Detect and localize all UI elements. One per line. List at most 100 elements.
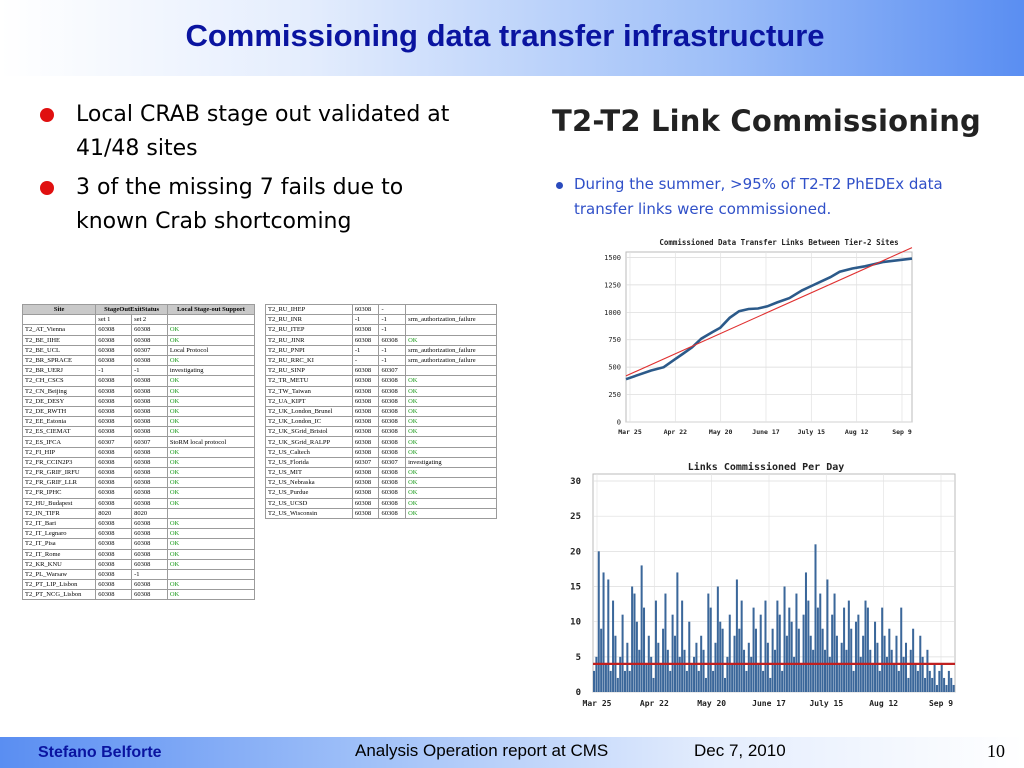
y-tick-label: 10	[570, 618, 581, 628]
table-cell: 60308	[95, 589, 133, 601]
y-tick-label: 1250	[604, 281, 621, 289]
table-row: T2_FR_GRIF_IRFU 60308 60308 OK	[21, 466, 256, 479]
daily-bar	[778, 614, 781, 692]
bullet-text: 3 of the missing 7 fails due to known Cr…	[76, 175, 404, 234]
x-tick-label: Apr 22	[640, 699, 669, 708]
daily-bar	[638, 649, 641, 692]
table-cell: OK	[405, 507, 497, 519]
table-cell: 60307	[378, 456, 407, 469]
table-cell: srm_authorization_failure	[405, 354, 497, 367]
daily-bar	[740, 600, 743, 692]
daily-bar	[790, 621, 793, 692]
table-cell: srm_authorization_failure	[405, 314, 497, 326]
y-tick-label: 15	[570, 583, 581, 593]
table-cell: 60308	[351, 303, 380, 316]
site-status-table-right: T2_RU_IHEP 60308- T2_RU_INR -1 -1 srm_authori…	[265, 303, 497, 519]
table-cell: 60308	[95, 334, 133, 346]
table-row: T2_UK_London_Brunel 60308 60308 OK	[265, 405, 497, 418]
daily-bar	[888, 628, 891, 692]
daily-bar	[645, 663, 648, 692]
table-cell: 60308	[131, 416, 168, 428]
daily-bar	[709, 607, 712, 692]
table-cell: OK	[166, 466, 256, 479]
table-row: T2_US_Nebraska 60308 60308 OK	[265, 477, 497, 489]
table-row: T2_US_Wisconsin 60308 60308 OK	[265, 507, 497, 519]
table-cell: 60308	[95, 466, 133, 479]
x-tick-label: Sep 9	[929, 699, 953, 708]
cumulative-links-line	[625, 257, 913, 381]
table-cell: 60308	[378, 466, 407, 479]
slide-header: Commissioning data transfer infrastructu…	[0, 0, 1024, 76]
table-cell: 60308	[378, 446, 407, 458]
table-cell	[405, 365, 497, 377]
table-row: T2_BE_IIHE 60308 60308 OK	[21, 334, 256, 346]
table-cell: -1	[131, 568, 168, 581]
table-cell: 60308	[95, 344, 133, 356]
table-cell: OK	[166, 456, 256, 469]
daily-bar	[616, 677, 619, 692]
daily-bar	[769, 677, 772, 692]
daily-bar	[771, 628, 774, 692]
table-cell: OK	[405, 395, 497, 407]
table-row: T2_RU_RRC_KI - -1 srm_authorization_failure	[265, 354, 497, 367]
table-cell: 60308	[131, 446, 168, 458]
table-cell: 60308	[378, 436, 407, 448]
table-cell: OK	[405, 375, 497, 387]
table-cell: T2_US_Purdue	[265, 487, 353, 499]
daily-bar	[907, 677, 910, 692]
daily-bar	[912, 628, 915, 692]
bullet-item: Local CRAB stage out validated at 41/48 …	[38, 98, 478, 166]
table-row: T2_FI_HIP 60308 60308 OK	[21, 446, 256, 458]
daily-bar	[788, 607, 791, 692]
table-cell: T2_DE_DESY	[21, 395, 97, 407]
table-row: T2_TR_METU 60308 60308 OK	[265, 375, 497, 387]
table-row: T2_US_Purdue 60308 60308 OK	[265, 487, 497, 499]
table-cell: T2_US_UCSD	[265, 497, 353, 509]
daily-bar	[690, 663, 693, 692]
table-cell: OK	[166, 354, 256, 367]
table-body: T2_RU_IHEP 60308- T2_RU_INR -1 -1 srm_authori…	[265, 303, 497, 519]
daily-bar	[940, 663, 943, 692]
table-cell: T2_FR_GRIF_LLR	[21, 477, 97, 489]
table-cell: OK	[166, 324, 256, 336]
table-cell: T2_AT_Vienna	[21, 324, 97, 336]
table-cell: 60308	[95, 385, 133, 397]
table-cell: set 1	[95, 314, 133, 326]
table-cell: OK	[166, 579, 256, 591]
table-cell: 60308	[131, 538, 168, 550]
table-cell: -1	[378, 324, 407, 336]
table-cell: 60308	[351, 497, 380, 509]
table-cell	[405, 324, 497, 336]
daily-bar	[621, 614, 624, 692]
linear-fit-line	[625, 247, 913, 377]
table-cell: T2_ES_CIEMAT	[21, 426, 97, 438]
daily-bar	[850, 628, 853, 692]
table-row: T2_BR_UERJ -1 -1 investigating	[21, 365, 256, 377]
bullet-dot-icon	[40, 108, 54, 122]
daily-bar	[619, 656, 622, 692]
table-row: T2_US_UCSD 60308 60308 OK	[265, 497, 497, 509]
table-body: set 1 set 2 T2_AT_Vienna 60308 60308 OK T2_BE_…	[21, 314, 256, 601]
table-cell: T2_RU_SINP	[265, 365, 353, 377]
daily-bar	[597, 551, 600, 692]
table-cell: 60308	[95, 477, 133, 489]
table-cell: OK	[405, 466, 497, 479]
table-cell: 60308	[131, 466, 168, 479]
table-cell: OK	[405, 416, 497, 428]
y-tick-label: 750	[608, 336, 621, 344]
table-row: T2_FR_IPHC 60308 60308 OK	[21, 487, 256, 499]
bullet-dot-icon	[556, 182, 563, 189]
daily-bar	[697, 670, 700, 692]
daily-bar	[881, 607, 884, 692]
table-row: T2_RU_INR -1 -1 srm_authorization_failure	[265, 314, 497, 326]
table-cell: T2_HU_Budapest	[21, 497, 97, 509]
x-tick-label: June 17	[752, 428, 779, 436]
daily-bar	[945, 684, 948, 692]
x-tick-label: Mar 25	[618, 428, 642, 436]
table-cell: OK	[405, 446, 497, 458]
daily-bar	[893, 663, 896, 692]
table-cell: OK	[166, 416, 256, 428]
table-cell: OK	[166, 395, 256, 407]
daily-bar	[897, 670, 900, 692]
daily-bar	[933, 663, 936, 692]
